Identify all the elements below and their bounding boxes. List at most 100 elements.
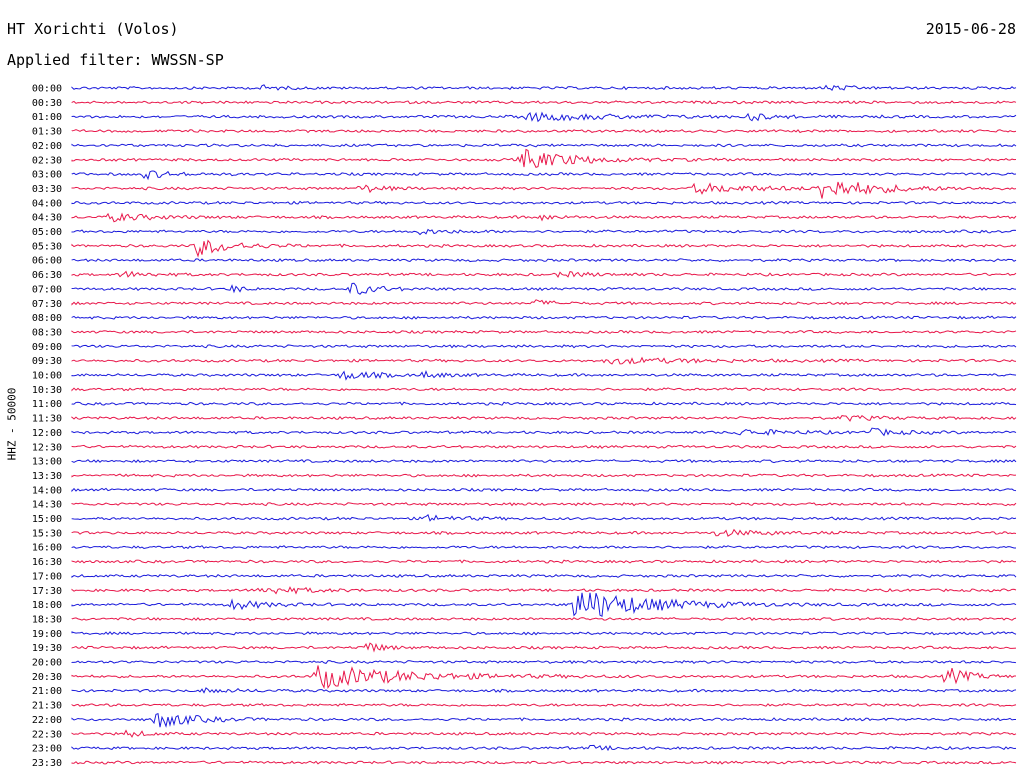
tick-label-1100: 11:00 <box>32 399 62 410</box>
trace-0630 <box>71 270 1017 278</box>
tick-label-0600: 06:00 <box>32 256 62 267</box>
trace-1430 <box>71 502 1017 507</box>
tick-label-0830: 08:30 <box>32 327 62 338</box>
tick-label-1900: 19:00 <box>32 629 62 640</box>
trace-0830 <box>71 329 1017 335</box>
tick-label-1630: 16:30 <box>32 557 62 568</box>
tick-label-0130: 01:30 <box>32 127 62 138</box>
tick-label-0930: 09:30 <box>32 356 62 367</box>
tick-label-2230: 22:30 <box>32 729 62 740</box>
tick-label-1130: 11:30 <box>32 414 62 425</box>
tick-label-0430: 04:30 <box>32 213 62 224</box>
trace-2300 <box>71 744 1017 752</box>
trace-0400 <box>71 200 1017 205</box>
trace-2100 <box>71 687 1017 694</box>
tick-label-1200: 12:00 <box>32 428 62 439</box>
trace-1000 <box>71 370 1017 381</box>
tick-label-1400: 14:00 <box>32 485 62 496</box>
trace-1900 <box>71 631 1017 636</box>
tick-label-0330: 03:30 <box>32 184 62 195</box>
trace-1030 <box>71 387 1017 392</box>
tick-label-1330: 13:30 <box>32 471 62 482</box>
trace-0230 <box>71 148 1017 168</box>
trace-0330 <box>71 181 1017 199</box>
trace-0200 <box>71 143 1017 148</box>
station-title: HT Xorichti (Volos) <box>7 20 179 38</box>
tick-label-1530: 15:30 <box>32 528 62 539</box>
tick-label-1800: 18:00 <box>32 600 62 611</box>
trace-2200 <box>71 712 1017 728</box>
trace-0130 <box>71 128 1017 134</box>
trace-1800 <box>71 592 1017 618</box>
tick-label-1500: 15:00 <box>32 514 62 525</box>
trace-0600 <box>71 258 1017 263</box>
trace-0930 <box>71 356 1017 365</box>
trace-1200 <box>71 427 1017 437</box>
trace-1300 <box>71 458 1017 464</box>
trace-1700 <box>71 573 1017 578</box>
tick-label-0630: 06:30 <box>32 270 62 281</box>
tick-label-1430: 14:30 <box>32 500 62 511</box>
trace-0700 <box>71 282 1017 295</box>
trace-0730 <box>71 299 1017 306</box>
tick-label-2100: 21:00 <box>32 686 62 697</box>
tick-label-1930: 19:30 <box>32 643 62 654</box>
tick-label-2000: 20:00 <box>32 658 62 669</box>
tick-label-1730: 17:30 <box>32 586 62 597</box>
time-tick-labels: 00:00 00:30 01:00 01:30 02:00 02:30 03:00 03:30… <box>32 84 62 769</box>
tick-label-0100: 01:00 <box>32 112 62 123</box>
tick-label-1030: 10:30 <box>32 385 62 396</box>
trace-0100 <box>71 111 1017 123</box>
tick-label-1230: 12:30 <box>32 442 62 453</box>
trace-0000 <box>71 84 1017 91</box>
trace-1830 <box>71 616 1017 621</box>
trace-1330 <box>71 473 1017 478</box>
trace-2130 <box>71 702 1017 707</box>
tick-label-0500: 05:00 <box>32 227 62 238</box>
trace-1100 <box>71 401 1017 406</box>
seismic-traces <box>71 84 1017 765</box>
trace-2030 <box>71 665 1017 690</box>
tick-label-0530: 05:30 <box>32 241 62 252</box>
trace-0030 <box>71 100 1017 105</box>
trace-1930 <box>71 642 1017 653</box>
trace-0530 <box>71 239 1017 258</box>
trace-1600 <box>71 545 1017 550</box>
trace-1630 <box>71 559 1017 564</box>
date-label: 2015-06-28 <box>925 20 1016 38</box>
trace-2330 <box>71 760 1017 765</box>
trace-2230 <box>71 729 1017 738</box>
tick-label-0300: 03:00 <box>32 170 62 181</box>
tick-label-0900: 09:00 <box>32 342 62 353</box>
filter-label: Applied filter: WWSSN-SP <box>7 51 224 69</box>
trace-0800 <box>71 315 1017 320</box>
tick-label-0030: 00:30 <box>32 98 62 109</box>
tick-label-0230: 02:30 <box>32 155 62 166</box>
tick-label-0730: 07:30 <box>32 299 62 310</box>
tick-label-2030: 20:30 <box>32 672 62 683</box>
tick-label-2300: 23:00 <box>32 744 62 755</box>
tick-label-0200: 02:00 <box>32 141 62 152</box>
tick-label-0700: 07:00 <box>32 284 62 295</box>
tick-label-2330: 23:30 <box>32 758 62 769</box>
trace-1130 <box>71 415 1017 422</box>
tick-label-0400: 04:00 <box>32 198 62 209</box>
trace-0430 <box>71 212 1017 223</box>
tick-label-0000: 00:00 <box>32 84 62 95</box>
trace-0900 <box>71 344 1017 349</box>
tick-label-0800: 08:00 <box>32 313 62 324</box>
tick-label-2200: 22:00 <box>32 715 62 726</box>
trace-1400 <box>71 487 1017 493</box>
tick-label-1830: 18:30 <box>32 614 62 625</box>
trace-1530 <box>71 528 1017 537</box>
trace-1500 <box>71 513 1017 522</box>
trace-1230 <box>71 444 1017 449</box>
tick-label-1000: 10:00 <box>32 371 62 382</box>
tick-label-1300: 13:00 <box>32 457 62 468</box>
trace-1730 <box>71 586 1017 595</box>
tick-label-1600: 16:00 <box>32 543 62 554</box>
trace-2000 <box>71 659 1017 665</box>
tick-label-2130: 21:30 <box>32 701 62 712</box>
trace-0300 <box>71 170 1017 181</box>
